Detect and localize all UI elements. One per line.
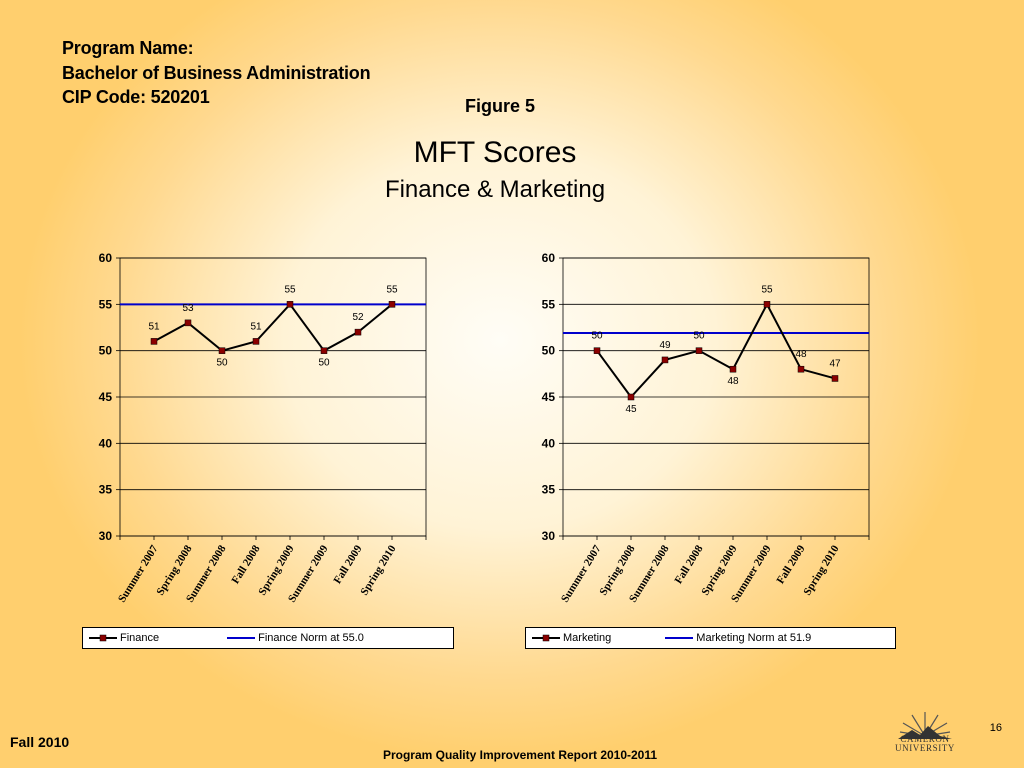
cip-code: CIP Code: 520201 xyxy=(62,87,210,107)
legend-label: Finance xyxy=(120,632,160,644)
finance-data-label: 55 xyxy=(284,284,296,295)
y-tick-label: 35 xyxy=(99,483,113,497)
marketing-data-label: 48 xyxy=(795,349,807,360)
legend-norm-line-icon xyxy=(665,637,694,639)
y-tick-label: 45 xyxy=(99,390,113,404)
footer-term: Fall 2010 xyxy=(10,734,70,750)
y-tick-label: 40 xyxy=(99,436,113,450)
footer-report-title: Program Quality Improvement Report 2010-… xyxy=(382,748,658,762)
logo-text-university: UNIVERSITY xyxy=(895,743,955,753)
cameron-logo-icon xyxy=(898,712,952,739)
finance-data-label: 55 xyxy=(386,284,398,295)
marketing-legend: Marketing Marketing Norm at 51.9 xyxy=(525,627,896,649)
legend-line-marker-icon xyxy=(532,634,560,642)
y-tick-label: 55 xyxy=(99,297,113,311)
legend-norm-line-icon xyxy=(227,637,256,639)
finance-data-label: 50 xyxy=(318,358,330,369)
finance-data-point xyxy=(286,301,294,308)
x-tick-label: Fall 2009 xyxy=(332,543,365,586)
y-tick-label: 55 xyxy=(542,297,556,311)
y-tick-label: 30 xyxy=(542,529,556,543)
y-tick-label: 60 xyxy=(542,251,556,265)
legend-label: Marketing xyxy=(563,632,612,644)
y-tick-label: 50 xyxy=(99,344,113,358)
marketing-data-point xyxy=(627,393,635,401)
program-name-value: Bachelor of Business Administration xyxy=(62,63,371,83)
marketing-data-point xyxy=(695,347,703,354)
finance-series-line xyxy=(153,302,393,352)
y-tick-label: 45 xyxy=(542,390,556,404)
x-tick-label: Fall 2008 xyxy=(230,543,263,586)
finance-data-label: 50 xyxy=(216,358,228,369)
legend-item-finance-norm: Finance Norm at 55.0 xyxy=(227,632,364,644)
x-tick-label: Summer 2007 xyxy=(559,543,604,605)
marketing-data-point xyxy=(831,375,839,382)
legend-item-finance: Finance xyxy=(89,632,159,644)
finance-legend: Finance Finance Norm at 55.0 xyxy=(82,627,454,649)
y-tick-label: 30 xyxy=(99,529,113,543)
marketing-chart: 30 35 40 45 50 55 60 Summer 2007 Spring 2008 Summ… xyxy=(525,234,947,654)
finance-data-point xyxy=(252,338,260,345)
x-tick-label: Spring 2010 xyxy=(358,543,398,598)
marketing-data-point xyxy=(763,301,771,308)
marketing-data-label: 55 xyxy=(761,284,773,295)
finance-data-point xyxy=(218,347,226,354)
marketing-data-label: 49 xyxy=(659,340,671,351)
page-number: 16 xyxy=(989,722,1002,734)
finance-data-point xyxy=(320,347,328,354)
legend-line-marker-icon xyxy=(89,634,117,642)
x-tick-label: Fall 2008 xyxy=(673,543,706,586)
page-title: MFT Scores xyxy=(413,136,577,169)
figure-label: Figure 5 xyxy=(464,96,535,116)
x-tick-label: Spring 2010 xyxy=(801,543,841,598)
marketing-data-label: 45 xyxy=(625,404,637,415)
y-tick-label: 40 xyxy=(542,436,556,450)
marketing-data-point xyxy=(661,356,669,364)
finance-data-point xyxy=(184,319,192,327)
finance-data-label: 53 xyxy=(182,303,194,314)
marketing-data-label: 48 xyxy=(727,376,739,387)
finance-data-point xyxy=(150,338,158,345)
legend-item-marketing: Marketing xyxy=(532,632,611,644)
finance-data-label: 52 xyxy=(352,312,364,323)
marketing-series-line xyxy=(596,302,836,399)
page-subtitle: Finance & Marketing xyxy=(384,176,606,203)
marketing-data-label: 47 xyxy=(829,358,841,369)
legend-label: Marketing Norm at 51.9 xyxy=(696,632,812,644)
finance-data-point xyxy=(354,328,362,336)
finance-chart: 30 35 40 45 50 55 60 Summer 2007 Spring 2008 Summ… xyxy=(82,234,504,654)
logo-text-cameron: CAMERON xyxy=(900,734,950,744)
finance-data-label: 51 xyxy=(148,321,160,332)
marketing-data-label: 50 xyxy=(693,331,705,342)
finance-data-point xyxy=(388,301,396,308)
y-tick-label: 60 xyxy=(99,251,113,265)
finance-data-label: 51 xyxy=(250,321,262,332)
x-tick-label: Fall 2009 xyxy=(775,543,808,586)
logo-wordmark: CAMERON UNIVERSITY xyxy=(892,735,958,753)
legend-item-marketing-norm: Marketing Norm at 51.9 xyxy=(665,632,811,644)
y-tick-label: 50 xyxy=(542,344,556,358)
x-tick-label: Summer 2007 xyxy=(116,543,161,605)
marketing-data-label: 50 xyxy=(591,331,603,342)
legend-label: Finance Norm at 55.0 xyxy=(258,632,364,644)
y-tick-label: 35 xyxy=(542,483,556,497)
marketing-data-point xyxy=(593,347,601,354)
program-name-label: Program Name: xyxy=(62,38,194,58)
marketing-data-point xyxy=(729,365,737,373)
marketing-data-point xyxy=(797,365,805,373)
